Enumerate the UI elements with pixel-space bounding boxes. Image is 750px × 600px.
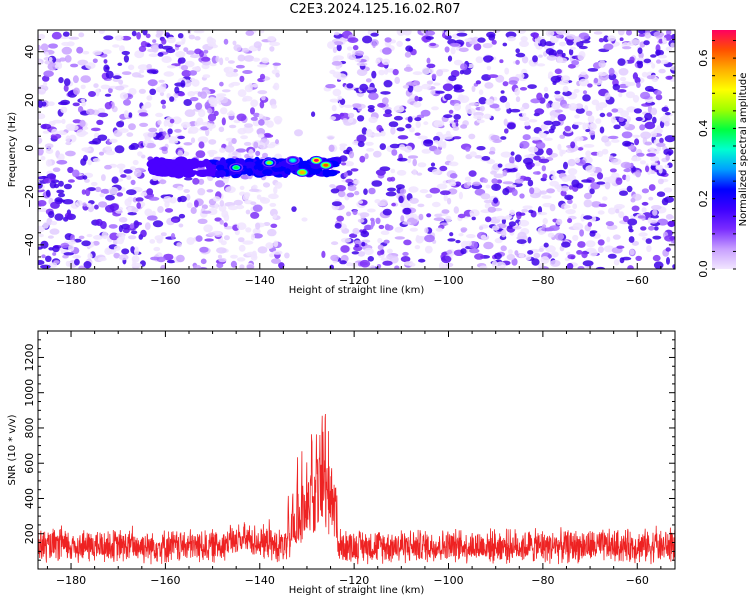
snr-x-tick-label: −120 [339, 574, 369, 587]
snr-x-tick-label: −180 [56, 574, 86, 587]
heatmap-y-tick-label: −40 [23, 233, 36, 256]
signal-hotspot [233, 166, 239, 170]
snr-y-tick-label: 800 [23, 417, 36, 438]
signal-hotspot [323, 163, 329, 167]
snr-y-tick-label: 600 [23, 453, 36, 474]
snr-x-tick-label: −80 [531, 574, 554, 587]
snr-x-tick-label: −60 [626, 574, 649, 587]
colorbar-label: Normalized spectral amplitude [738, 73, 749, 227]
heatmap-noise [38, 30, 675, 269]
heatmap-x-tick-label: −180 [56, 274, 86, 287]
colorbar-tick-label: 0.6 [697, 49, 710, 67]
colorbar [712, 30, 736, 269]
snr-y-tick-label: 1000 [23, 379, 36, 407]
signal-band [146, 155, 342, 179]
snr-x-tick-label: −160 [150, 574, 180, 587]
colorbar-tick-label: 0.2 [697, 190, 710, 208]
signal-hotspot [299, 170, 305, 174]
snr-x-tick-label: −140 [245, 574, 275, 587]
heatmap-y-axis-label: Frequency (Hz) [7, 112, 18, 188]
heatmap-x-tick-label: −140 [245, 274, 275, 287]
heatmap-x-axis-label: Height of straight line (km) [289, 285, 425, 296]
snr-x-axis-label: Height of straight line (km) [289, 585, 425, 596]
snr-x-tick-label: −100 [433, 574, 463, 587]
chart-title: C2E3.2024.125.16.02.R07 [289, 2, 461, 17]
snr-y-tick-label: 400 [23, 488, 36, 509]
heatmap-x-tick-label: −120 [339, 274, 369, 287]
heatmap-x-tick-label: −100 [433, 274, 463, 287]
signal-hotspot [313, 158, 319, 162]
heatmap-frame [37, 29, 676, 270]
signal-hotspot [266, 161, 272, 165]
snr-y-tick-label: 200 [23, 523, 36, 544]
snr-y-tick-label: 1200 [23, 343, 36, 371]
signal-hotspot [290, 158, 296, 162]
heatmap-x-tick-label: −80 [531, 274, 554, 287]
heatmap-x-tick-label: −60 [626, 274, 649, 287]
snr-series-line [38, 413, 675, 565]
colorbar-tick-label: 0.0 [697, 260, 710, 278]
heatmap-y-tick-label: −20 [23, 185, 36, 208]
snr-frame [37, 330, 676, 570]
heatmap-y-tick-label: 40 [23, 45, 36, 59]
heatmap-y-tick-label: 0 [23, 145, 36, 152]
colorbar-tick-label: 0.4 [697, 120, 710, 138]
heatmap-y-tick-label: 20 [23, 93, 36, 107]
heatmap-x-tick-label: −160 [150, 274, 180, 287]
snr-y-axis-label: SNR (10 * v/v) [7, 414, 18, 485]
